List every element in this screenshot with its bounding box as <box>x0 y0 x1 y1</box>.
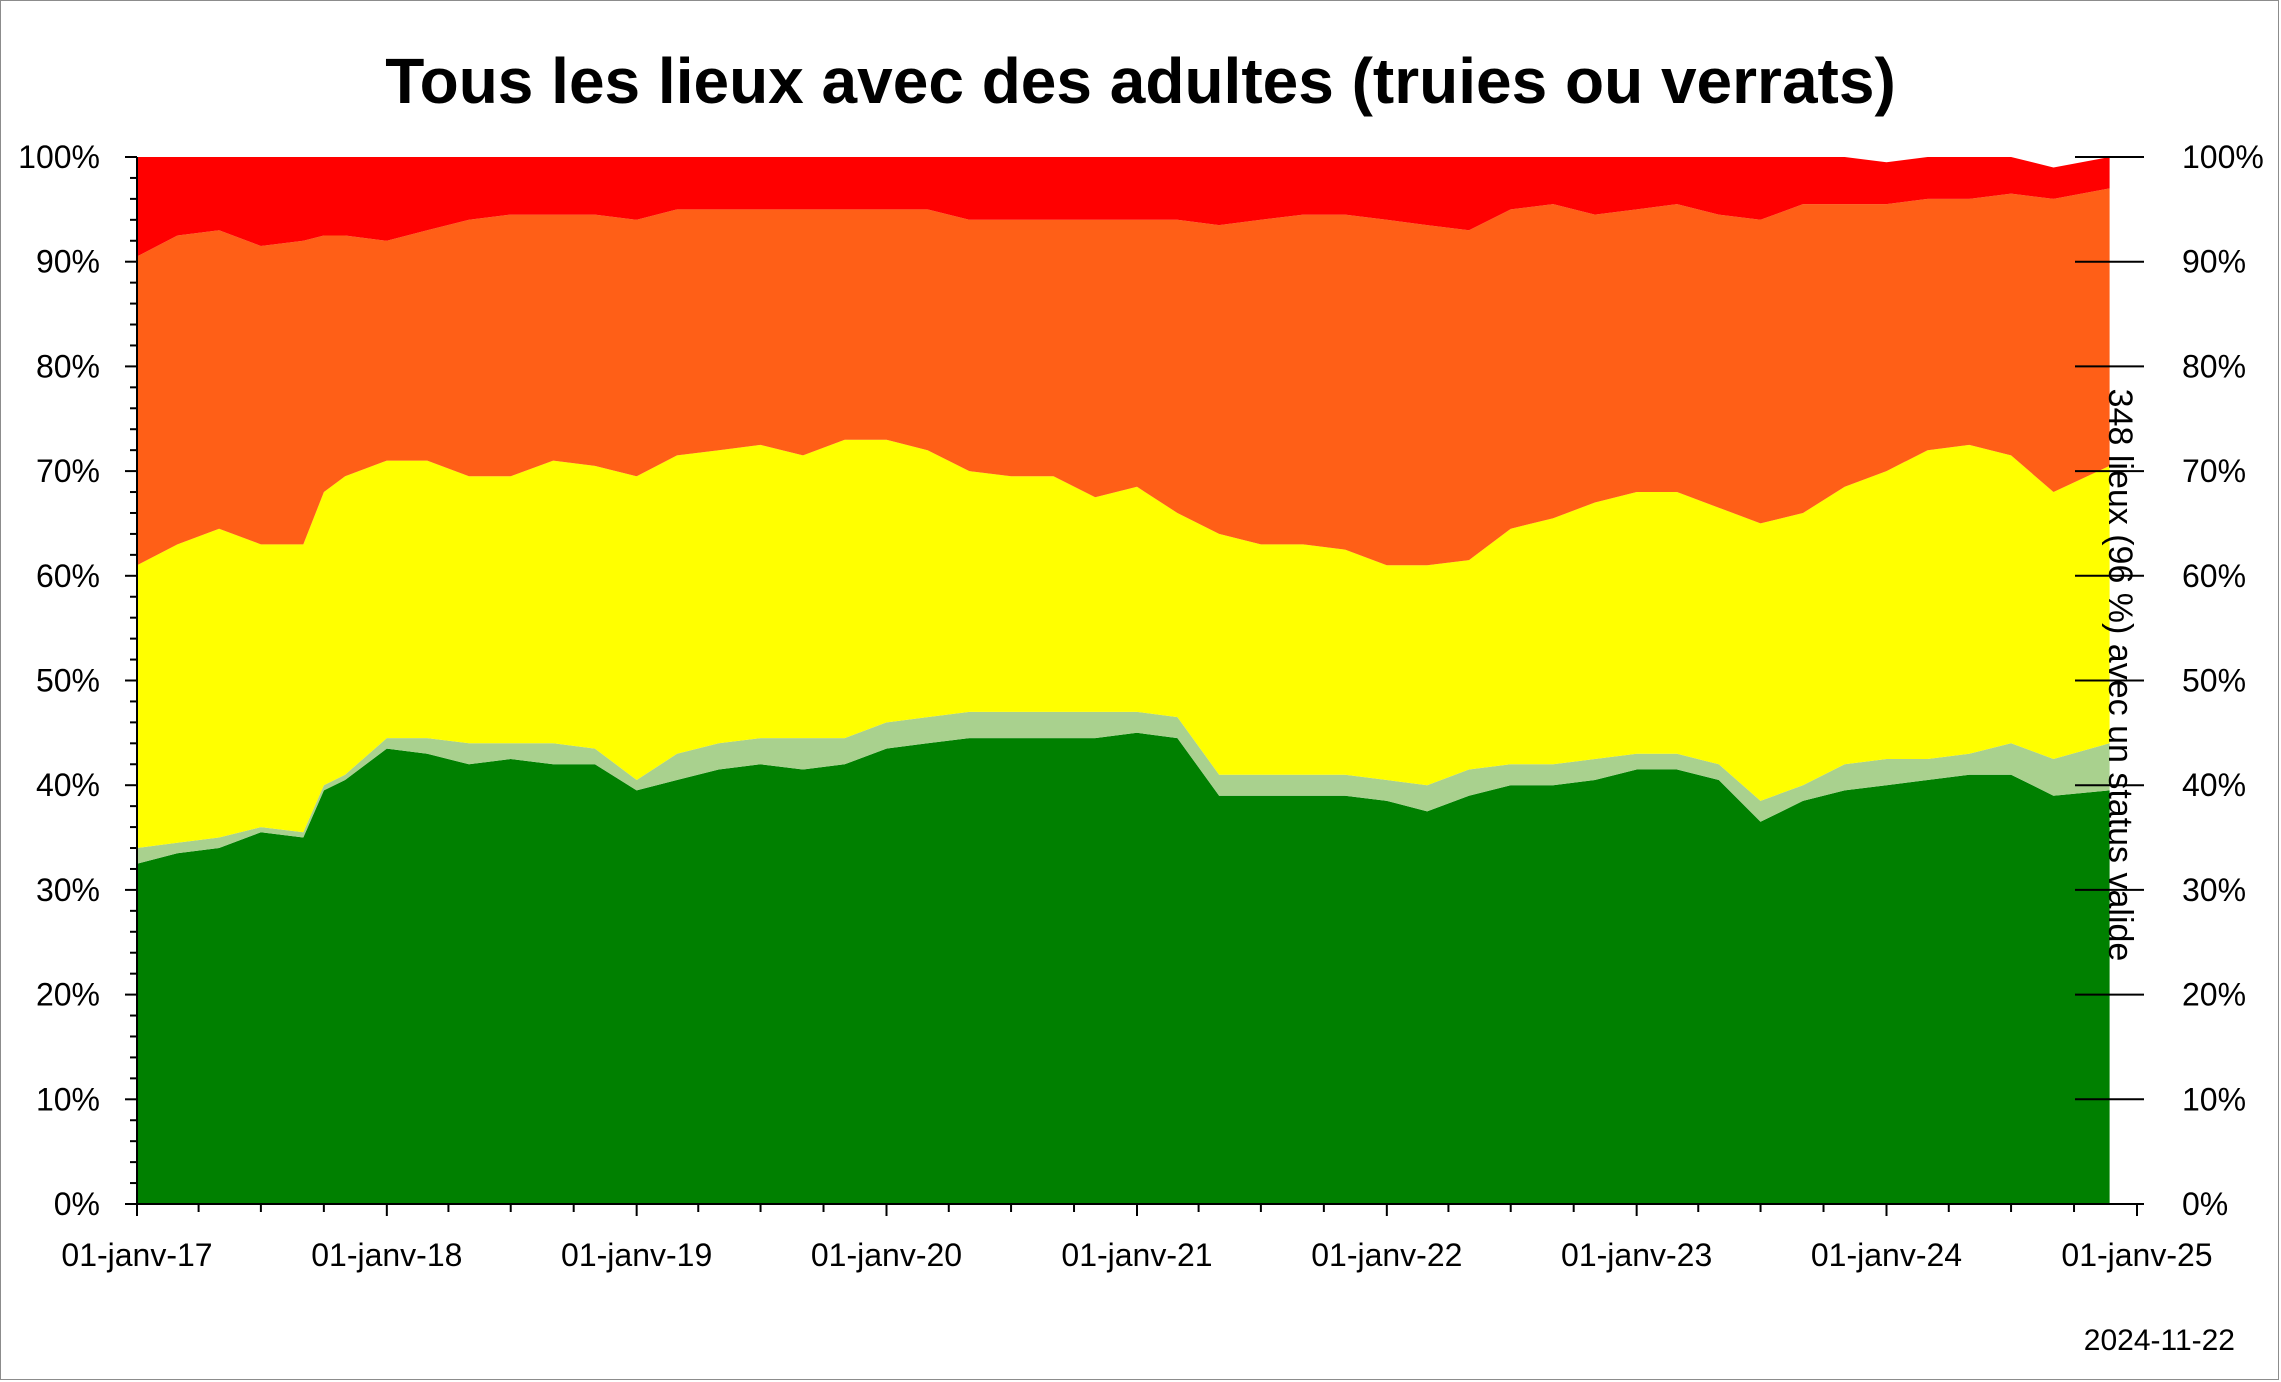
y-tick-label-left: 30% <box>36 872 100 908</box>
x-tick-label: 01-janv-21 <box>1061 1237 1212 1273</box>
y-tick-label-right: 40% <box>2182 767 2246 803</box>
y-tick-label-left: 40% <box>36 767 100 803</box>
y-tick-label-left: 50% <box>36 663 100 699</box>
right-axis-label: 348 lieux (96 %) avec un status valide <box>2101 389 2139 962</box>
area-series-1 <box>137 732 2110 1204</box>
y-tick-label-right: 70% <box>2182 453 2246 489</box>
x-tick-label: 01-janv-19 <box>561 1237 712 1273</box>
x-tick-label: 01-janv-18 <box>311 1237 462 1273</box>
y-tick-label-right: 20% <box>2182 977 2246 1013</box>
y-tick-label-right: 10% <box>2182 1081 2246 1117</box>
axes-group: 0% 0% 10% 10% 20% 20% 30% 30% 40% 40% 50% 50% 60% 60%… <box>18 139 2264 1273</box>
y-tick-label-right: 60% <box>2182 558 2246 594</box>
x-tick-label: 01-janv-25 <box>2061 1237 2212 1273</box>
area-series-5 <box>137 157 2110 257</box>
x-tick-label: 01-janv-24 <box>1811 1237 1962 1273</box>
area-series-4 <box>137 188 2110 566</box>
y-tick-label-left: 10% <box>36 1081 100 1117</box>
y-tick-label-right: 30% <box>2182 872 2246 908</box>
y-tick-label-left: 20% <box>36 977 100 1013</box>
y-tick-label-right: 80% <box>2182 348 2246 384</box>
chart-title: Tous les lieux avec des adultes (truies … <box>385 45 1896 117</box>
x-tick-label: 01-janv-17 <box>61 1237 212 1273</box>
y-tick-label-left: 0% <box>54 1186 100 1222</box>
y-tick-label-left: 60% <box>36 558 100 594</box>
x-tick-label: 01-janv-23 <box>1561 1237 1712 1273</box>
x-tick-label: 01-janv-20 <box>811 1237 962 1273</box>
y-tick-label-left: 80% <box>36 348 100 384</box>
y-tick-label-right: 0% <box>2182 1186 2228 1222</box>
y-tick-label-right: 90% <box>2182 244 2246 280</box>
y-tick-label-right: 50% <box>2182 663 2246 699</box>
area-series-3 <box>137 439 2110 848</box>
y-tick-label-left: 100% <box>18 139 100 175</box>
y-tick-label-right: 100% <box>2182 139 2264 175</box>
y-tick-label-left: 90% <box>36 244 100 280</box>
footer-date: 2024-11-22 <box>2083 1324 2235 1357</box>
area-series-group <box>137 157 2110 1204</box>
x-tick-label: 01-janv-22 <box>1311 1237 1462 1273</box>
y-tick-label-left: 70% <box>36 453 100 489</box>
